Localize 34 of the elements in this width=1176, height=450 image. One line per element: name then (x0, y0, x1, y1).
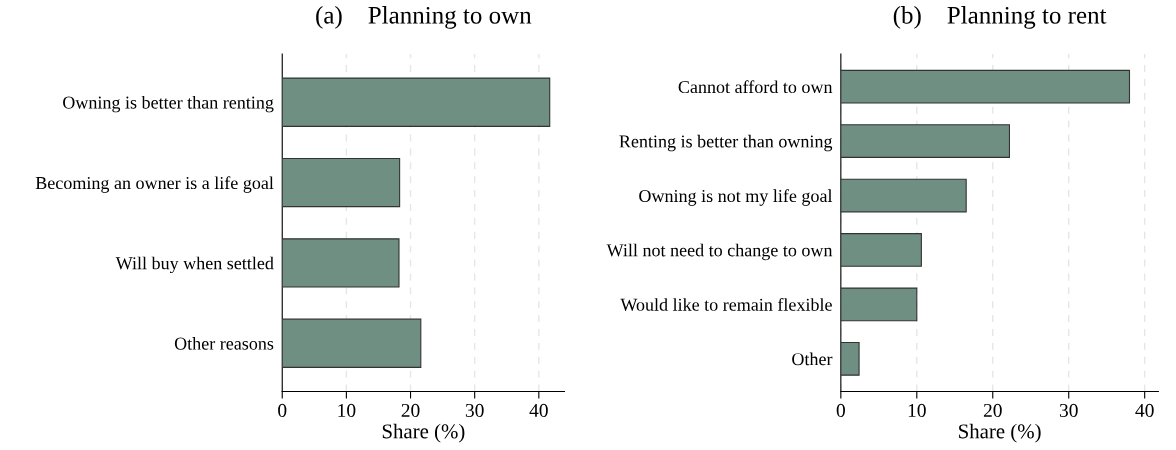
x-tick-label: 20 (983, 403, 1002, 417)
bar (282, 318, 422, 368)
bar (282, 157, 401, 208)
y-tick-label: Owning is better than renting (63, 95, 274, 113)
y-tick-label: Other reasons (174, 337, 274, 350)
bar (840, 178, 967, 213)
bar (840, 69, 1131, 104)
y-tick-label: Becoming an owner is a life goal (35, 176, 274, 193)
x-tick-label: 10 (908, 403, 926, 417)
y-tick-label: Will not need to change to own (606, 243, 833, 261)
bar (282, 77, 551, 127)
bar (282, 238, 400, 288)
bar (840, 287, 918, 322)
y-tick-label: Renting is better than owning (619, 134, 833, 152)
y-tick-label: Cannot afford to own (678, 80, 833, 94)
x-tick-label: 30 (1059, 403, 1078, 417)
bar (840, 233, 922, 267)
y-tick-label: Owning is not my life goal (639, 189, 833, 206)
bar (840, 124, 1011, 158)
x-tick-label: 30 (465, 403, 484, 417)
y-tick-label: Would like to remain flexible (620, 297, 832, 311)
bar (840, 341, 860, 376)
y-tick-label: Other (792, 352, 833, 366)
x-tick-label: 0 (278, 403, 287, 417)
y-tick-label: Will buy when settled (115, 256, 274, 274)
x-tick-label: 40 (1135, 403, 1154, 417)
x-tick-label: 20 (401, 403, 420, 417)
x-tick-label: 0 (836, 403, 845, 417)
chart-title: (a) Planning to own (316, 6, 532, 29)
x-axis-title: Share (%) (959, 423, 1041, 443)
x-tick-label: 10 (338, 403, 356, 417)
x-axis-title: Share (%) (382, 423, 465, 443)
x-tick-label: 40 (529, 403, 548, 417)
chart-title: (b) Planning to rent (893, 6, 1107, 29)
